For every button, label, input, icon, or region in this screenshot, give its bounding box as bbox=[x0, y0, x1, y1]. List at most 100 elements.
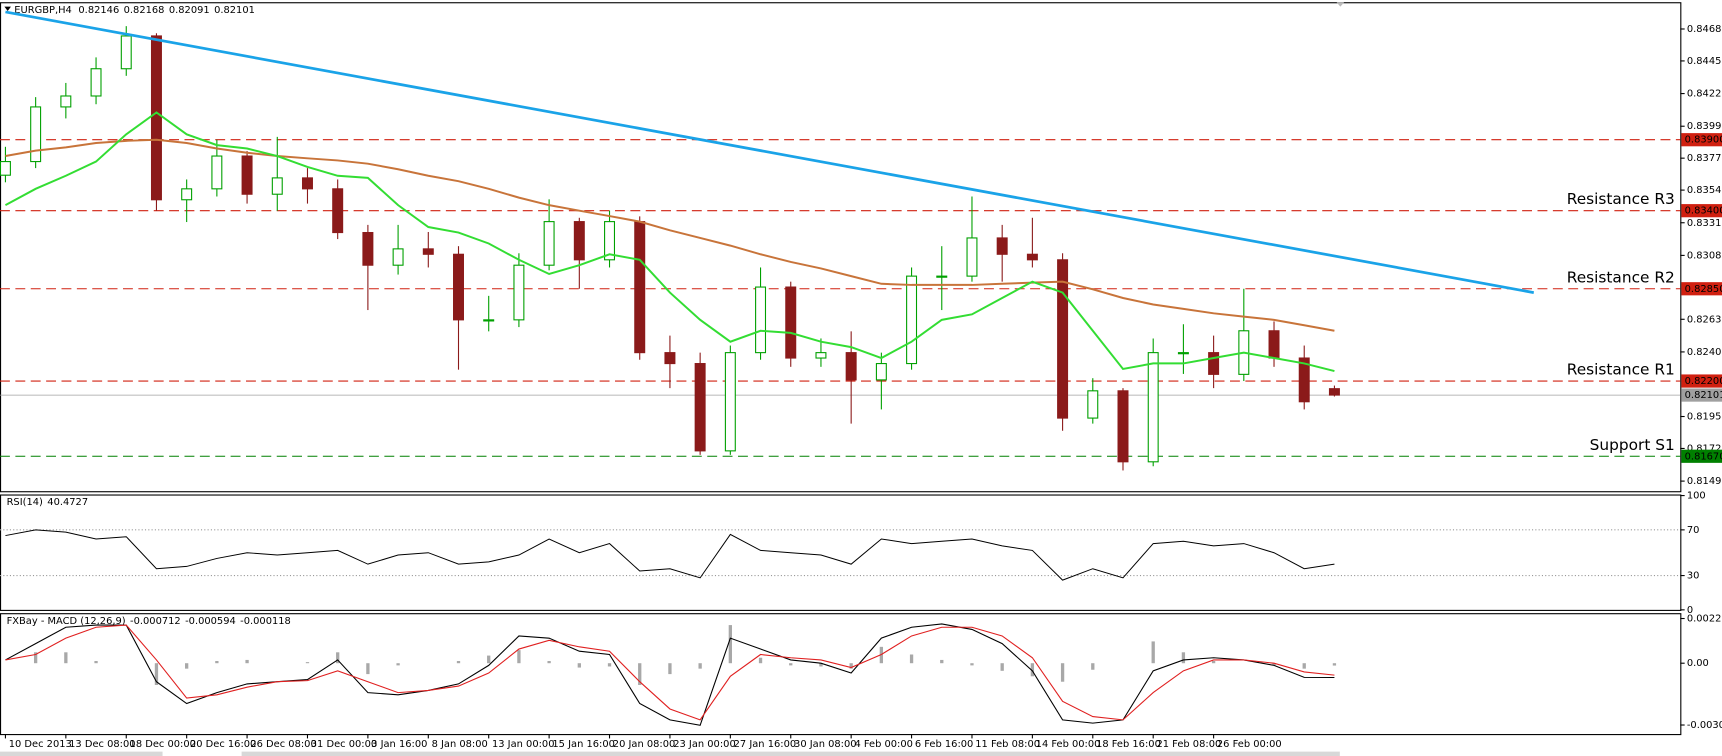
candle-body bbox=[996, 237, 1008, 255]
y-tick-label: 100 bbox=[1687, 491, 1706, 502]
macd-line bbox=[5, 623, 1335, 726]
header-value: 0.82091 bbox=[169, 5, 210, 16]
price-panel bbox=[0, 2, 1682, 493]
candle-body bbox=[815, 352, 827, 359]
scrollbar[interactable] bbox=[241, 751, 1340, 756]
trendline bbox=[5, 10, 1535, 294]
level-value: 0.83400 bbox=[1685, 206, 1722, 217]
candle-body bbox=[755, 286, 767, 354]
histogram-bar bbox=[336, 652, 340, 664]
candle-body bbox=[362, 231, 374, 266]
candle-body bbox=[906, 275, 918, 365]
candle-body bbox=[664, 352, 676, 365]
macd-panel bbox=[0, 613, 1682, 736]
x-tick-label: 26 Feb 00:00 bbox=[1217, 739, 1282, 750]
y-tick-label: 0.84455 bbox=[1687, 56, 1722, 67]
indicator-name: RSI(14) bbox=[7, 497, 43, 508]
x-tick-label: 6 Feb 16:00 bbox=[915, 739, 973, 750]
histogram-bar bbox=[1272, 663, 1276, 666]
y-tick-label: 0.83995 bbox=[1687, 121, 1722, 132]
level-tag bbox=[1681, 204, 1722, 218]
histogram-bar bbox=[758, 657, 763, 664]
menu-arrow[interactable] bbox=[4, 6, 11, 11]
indicator-value: -0.000712 bbox=[130, 616, 181, 627]
histogram-bar bbox=[1211, 661, 1216, 664]
level-tag bbox=[1681, 133, 1722, 147]
histogram-bar bbox=[1000, 663, 1004, 671]
level-tag bbox=[1681, 449, 1722, 463]
histogram-bar bbox=[970, 663, 974, 666]
level-name: Resistance R2 bbox=[1567, 268, 1675, 286]
histogram-bar bbox=[185, 663, 189, 669]
indicator-name: FXBay - MACD (12,26,9) bbox=[7, 616, 126, 627]
x-tick-label: 3 Jan 16:00 bbox=[371, 739, 427, 750]
symbol: EURGBP,H4 bbox=[14, 5, 72, 16]
tab[interactable] bbox=[0, 751, 163, 756]
histogram-bar bbox=[638, 663, 642, 685]
candle-body bbox=[211, 155, 223, 190]
candle-body bbox=[604, 221, 616, 261]
x-tick-label: 8 Jan 08:00 bbox=[432, 739, 488, 750]
candle-body bbox=[845, 352, 857, 381]
histogram-bar bbox=[94, 661, 98, 664]
histogram-bar bbox=[1030, 663, 1035, 677]
candle-body bbox=[241, 155, 253, 195]
histogram-bar bbox=[396, 663, 400, 666]
candle-body bbox=[785, 286, 797, 359]
histogram-bar bbox=[154, 663, 159, 685]
x-tick-label: 13 Dec 08:00 bbox=[69, 739, 135, 750]
header-value: 0.82146 bbox=[78, 5, 119, 16]
level-value: 0.82200 bbox=[1685, 376, 1722, 387]
x-tick-label: 11 Feb 08:00 bbox=[975, 739, 1040, 750]
candle-body bbox=[181, 188, 193, 201]
y-tick-label: 70 bbox=[1687, 525, 1700, 536]
histogram-bar bbox=[849, 663, 853, 669]
candle-body bbox=[422, 248, 434, 255]
candle-body bbox=[301, 177, 313, 190]
level-name: Resistance R3 bbox=[1567, 190, 1675, 208]
y-tick-label: 0.00 bbox=[1687, 658, 1709, 669]
candle-body bbox=[1177, 352, 1189, 355]
level-name: Support S1 bbox=[1590, 436, 1675, 454]
histogram-bar bbox=[64, 652, 68, 664]
y-tick-label: 0.83085 bbox=[1687, 250, 1722, 261]
x-tick-label: 27 Jan 16:00 bbox=[734, 739, 797, 750]
y-tick-label: 30 bbox=[1687, 571, 1700, 582]
indicator-value: 40.4727 bbox=[47, 497, 88, 508]
x-tick-label: 18 Feb 16:00 bbox=[1096, 739, 1161, 750]
candle-body bbox=[936, 275, 948, 278]
level-tag bbox=[1681, 374, 1722, 388]
candle-body bbox=[332, 188, 344, 234]
candle-body bbox=[573, 221, 585, 261]
candle-body bbox=[1328, 388, 1340, 396]
histogram-bar bbox=[728, 625, 732, 664]
candle-body bbox=[392, 248, 404, 266]
candle-body bbox=[724, 352, 736, 452]
x-tick-label: 10 Dec 2013 bbox=[9, 739, 72, 750]
histogram-bar bbox=[517, 650, 521, 664]
indicator-header: RSI(14) 40.4727 bbox=[7, 497, 89, 508]
macd-line bbox=[5, 624, 1335, 721]
x-tick-label: 21 Feb 08:00 bbox=[1156, 739, 1221, 750]
y-tick-label: 0.83545 bbox=[1687, 185, 1722, 196]
x-tick-label: 26 Dec 08:00 bbox=[250, 739, 316, 750]
histogram-bar bbox=[456, 661, 461, 664]
candle-body bbox=[1208, 352, 1220, 375]
candle-body bbox=[1268, 330, 1280, 359]
rsi-panel bbox=[0, 494, 1682, 611]
histogram-bar bbox=[1302, 663, 1306, 669]
x-tick-label: 13 Jan 00:00 bbox=[492, 739, 555, 750]
x-tick-label: 20 Dec 16:00 bbox=[190, 739, 256, 750]
candle-body bbox=[634, 221, 646, 354]
y-tick-label: 0.81725 bbox=[1687, 443, 1722, 454]
candle-body bbox=[1298, 357, 1310, 403]
current-price-tag bbox=[1681, 388, 1722, 402]
candle-body bbox=[60, 95, 72, 108]
candle-body bbox=[120, 35, 132, 70]
chart-header: EURGBP,H4 0.82146 0.82168 0.82091 0.82101 bbox=[14, 5, 255, 16]
candle-body bbox=[1117, 390, 1129, 463]
